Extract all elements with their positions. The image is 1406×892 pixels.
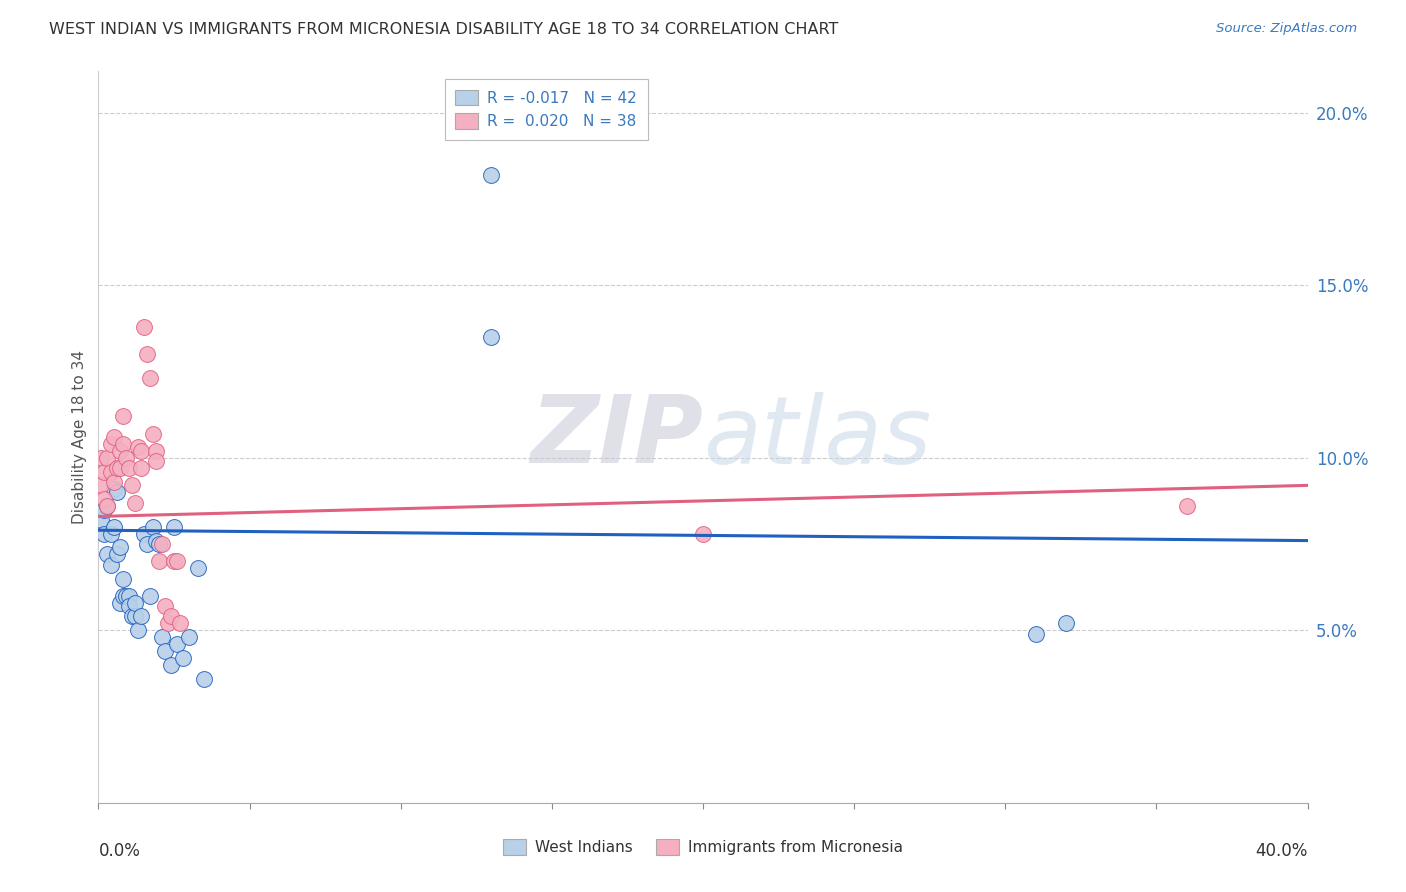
Point [121,478,143,492]
Point [166,554,188,568]
Point [114,450,136,465]
Point [96,499,118,513]
Point [142,426,165,441]
Point [93,492,115,507]
Point [100,526,122,541]
Point [111,409,134,424]
Point [163,520,186,534]
Point [118,589,141,603]
Point [135,347,157,361]
Y-axis label: Disability Age 18 to 34: Disability Age 18 to 34 [72,350,87,524]
Point [150,537,173,551]
Point [139,589,162,603]
Point [118,599,141,614]
Point [96,499,118,513]
Point [111,572,134,586]
Point [132,319,155,334]
Point [1024,626,1046,640]
Point [105,485,128,500]
Point [124,609,146,624]
Point [111,589,134,603]
Point [129,609,152,624]
Point [150,630,173,644]
Point [692,526,714,541]
Point [481,168,503,182]
Point [96,548,118,562]
Point [145,443,167,458]
Point [153,644,176,658]
Point [90,478,112,492]
Point [103,520,125,534]
Point [179,630,201,644]
Point [108,443,131,458]
Point [127,441,149,455]
Text: WEST INDIAN VS IMMIGRANTS FROM MICRONESIA DISABILITY AGE 18 TO 34 CORRELATION CH: WEST INDIAN VS IMMIGRANTS FROM MICRONESI… [49,22,838,37]
Point [156,616,179,631]
Point [118,461,141,475]
Point [160,657,183,672]
Point [100,558,122,572]
Point [142,520,165,534]
Point [90,513,112,527]
Point [135,537,157,551]
Point [145,454,167,468]
Point [103,430,125,444]
Point [153,599,176,614]
Point [145,533,167,548]
Point [166,637,188,651]
Point [124,495,146,509]
Point [93,502,115,516]
Point [105,548,128,562]
Point [111,437,134,451]
Point [103,482,125,496]
Point [132,526,155,541]
Point [481,330,503,344]
Point [108,541,131,555]
Text: atlas: atlas [703,392,931,483]
Point [103,475,125,489]
Point [108,596,131,610]
Text: Source: ZipAtlas.com: Source: ZipAtlas.com [1216,22,1357,36]
Point [163,554,186,568]
Point [93,526,115,541]
Text: 0.0%: 0.0% [98,842,141,860]
Point [129,461,152,475]
Legend: West Indians, Immigrants from Micronesia: West Indians, Immigrants from Micronesia [496,833,910,861]
Point [100,437,122,451]
Point [93,465,115,479]
Point [121,609,143,624]
Point [129,443,152,458]
Point [127,624,149,638]
Point [108,461,131,475]
Point [114,589,136,603]
Point [148,537,170,551]
Point [169,616,191,631]
Point [1175,499,1198,513]
Point [160,609,183,624]
Point [96,450,118,465]
Point [172,651,194,665]
Point [124,596,146,610]
Point [139,371,162,385]
Point [90,450,112,465]
Point [1054,616,1077,631]
Point [100,465,122,479]
Point [187,561,209,575]
Point [105,461,128,475]
Point [193,672,215,686]
Text: ZIP: ZIP [530,391,703,483]
Text: 40.0%: 40.0% [1256,842,1308,860]
Point [148,554,170,568]
